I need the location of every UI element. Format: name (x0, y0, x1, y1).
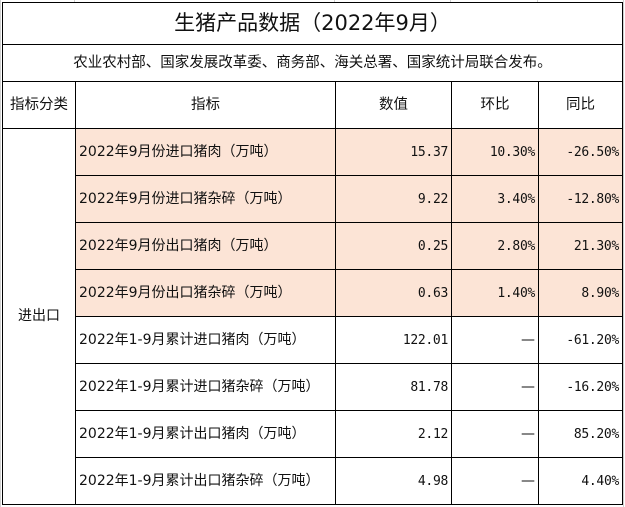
yoy-cell[interactable]: -26.50% (538, 128, 623, 176)
table-row: 2022年9月份进口猪杂碎（万吨） 9.22 3.40% -12.80% (3, 175, 623, 223)
category-cell[interactable]: 进出口 (2, 128, 76, 505)
yoy-cell[interactable]: -12.80% (538, 175, 623, 223)
mom-cell[interactable]: 1.40% (451, 269, 539, 317)
indicator-cell[interactable]: 2022年9月份出口猪杂碎（万吨） (75, 269, 336, 317)
table-row: 进出口 2022年9月份进口猪肉（万吨） 15.37 10.30% -26.50… (2, 128, 623, 505)
table-row: 2022年9月份出口猪杂碎（万吨） 0.63 1.40% 8.90% (3, 269, 623, 317)
yoy-cell[interactable]: -16.20% (538, 363, 623, 411)
header-category[interactable]: 指标分类 (2, 81, 76, 129)
table-row: 2022年1-9月累计出口猪肉（万吨） 2.12 — 85.20% (3, 410, 623, 458)
indicator-cell[interactable]: 2022年1-9月累计进口猪肉（万吨） (75, 316, 336, 364)
sheet-gridline (0, 0, 1, 507)
value-cell[interactable]: 4.98 (335, 457, 452, 505)
yoy-cell[interactable]: -61.20% (538, 316, 623, 364)
mom-cell[interactable]: 2.80% (451, 222, 539, 270)
yoy-cell[interactable]: 4.40% (538, 457, 623, 505)
table-row: 2022年1-9月累计出口猪杂碎（万吨） 4.98 — 4.40% (3, 457, 623, 505)
indicator-cell[interactable]: 2022年9月份进口猪杂碎（万吨） (75, 175, 336, 223)
title-row: 生猪产品数据（2022年9月） (2, 2, 623, 45)
sheet-gridline (537, 0, 538, 3)
header-row: 指标分类 指标 数值 环比 同比 (2, 81, 623, 129)
value-cell[interactable]: 15.37 (335, 128, 452, 176)
value-cell[interactable]: 0.63 (335, 269, 452, 317)
mom-cell[interactable]: — (451, 316, 539, 364)
source-row: 农业农村部、国家发展改革委、商务部、海关总署、国家统计局联合发布。 (2, 44, 623, 82)
mom-cell[interactable]: 3.40% (451, 175, 539, 223)
table-row: 2022年1-9月累计进口猪杂碎（万吨） 81.78 — -16.20% (3, 363, 623, 411)
mom-cell[interactable]: — (451, 410, 539, 458)
indicator-cell[interactable]: 2022年1-9月累计进口猪杂碎（万吨） (75, 363, 336, 411)
mom-cell[interactable]: — (451, 363, 539, 411)
yoy-cell[interactable]: 85.20% (538, 410, 623, 458)
yoy-cell[interactable]: 21.30% (538, 222, 623, 270)
value-cell[interactable]: 81.78 (335, 363, 452, 411)
header-indicator[interactable]: 指标 (75, 81, 336, 129)
header-value[interactable]: 数值 (335, 81, 452, 129)
indicator-cell[interactable]: 2022年1-9月累计出口猪肉（万吨） (75, 410, 336, 458)
sheet-gridline (623, 0, 624, 507)
sheet-gridline (450, 0, 451, 3)
sheet-title[interactable]: 生猪产品数据（2022年9月） (2, 2, 623, 45)
header-mom[interactable]: 环比 (451, 81, 539, 129)
indicator-cell[interactable]: 2022年9月份进口猪肉（万吨） (75, 128, 336, 176)
value-cell[interactable]: 2.12 (335, 410, 452, 458)
value-cell[interactable]: 9.22 (335, 175, 452, 223)
source-note[interactable]: 农业农村部、国家发展改革委、商务部、海关总署、国家统计局联合发布。 (2, 44, 623, 82)
mom-cell[interactable]: — (451, 457, 539, 505)
table-row: 2022年1-9月累计进口猪肉（万吨） 122.01 — -61.20% (3, 316, 623, 364)
sheet-gridline (334, 0, 335, 3)
mom-cell[interactable]: 10.30% (451, 128, 539, 176)
indicator-cell[interactable]: 2022年1-9月累计出口猪杂碎（万吨） (75, 457, 336, 505)
yoy-cell[interactable]: 8.90% (538, 269, 623, 317)
value-cell[interactable]: 0.25 (335, 222, 452, 270)
table-row: 2022年9月份出口猪肉（万吨） 0.25 2.80% 21.30% (3, 222, 623, 270)
sheet-gridline (74, 0, 75, 3)
header-yoy[interactable]: 同比 (538, 81, 623, 129)
value-cell[interactable]: 122.01 (335, 316, 452, 364)
indicator-cell[interactable]: 2022年9月份出口猪肉（万吨） (75, 222, 336, 270)
